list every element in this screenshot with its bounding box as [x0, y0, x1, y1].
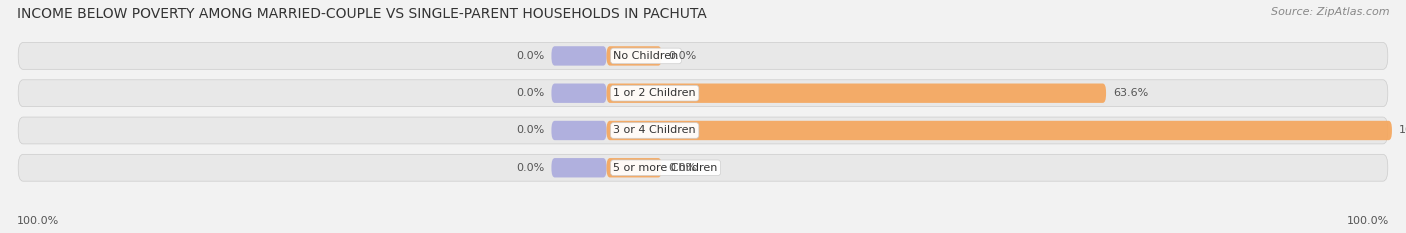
- Text: 3 or 4 Children: 3 or 4 Children: [613, 126, 696, 135]
- Text: 0.0%: 0.0%: [516, 51, 544, 61]
- Text: INCOME BELOW POVERTY AMONG MARRIED-COUPLE VS SINGLE-PARENT HOUSEHOLDS IN PACHUTA: INCOME BELOW POVERTY AMONG MARRIED-COUPL…: [17, 7, 707, 21]
- Text: 1 or 2 Children: 1 or 2 Children: [613, 88, 696, 98]
- FancyBboxPatch shape: [606, 121, 1392, 140]
- Text: 100.0%: 100.0%: [1399, 126, 1406, 135]
- FancyBboxPatch shape: [551, 46, 606, 66]
- FancyBboxPatch shape: [551, 158, 606, 178]
- Text: 0.0%: 0.0%: [516, 126, 544, 135]
- FancyBboxPatch shape: [18, 80, 1388, 107]
- FancyBboxPatch shape: [18, 154, 1388, 181]
- Text: 0.0%: 0.0%: [516, 88, 544, 98]
- FancyBboxPatch shape: [606, 46, 662, 66]
- Text: No Children: No Children: [613, 51, 679, 61]
- Text: 0.0%: 0.0%: [669, 163, 697, 173]
- Text: 100.0%: 100.0%: [1347, 216, 1389, 226]
- Text: 0.0%: 0.0%: [516, 163, 544, 173]
- FancyBboxPatch shape: [551, 121, 606, 140]
- FancyBboxPatch shape: [606, 83, 1107, 103]
- FancyBboxPatch shape: [606, 158, 662, 178]
- Text: Source: ZipAtlas.com: Source: ZipAtlas.com: [1271, 7, 1389, 17]
- Text: 100.0%: 100.0%: [17, 216, 59, 226]
- Text: 0.0%: 0.0%: [669, 51, 697, 61]
- FancyBboxPatch shape: [18, 117, 1388, 144]
- Text: 5 or more Children: 5 or more Children: [613, 163, 718, 173]
- FancyBboxPatch shape: [18, 42, 1388, 69]
- FancyBboxPatch shape: [551, 83, 606, 103]
- Text: 63.6%: 63.6%: [1114, 88, 1149, 98]
